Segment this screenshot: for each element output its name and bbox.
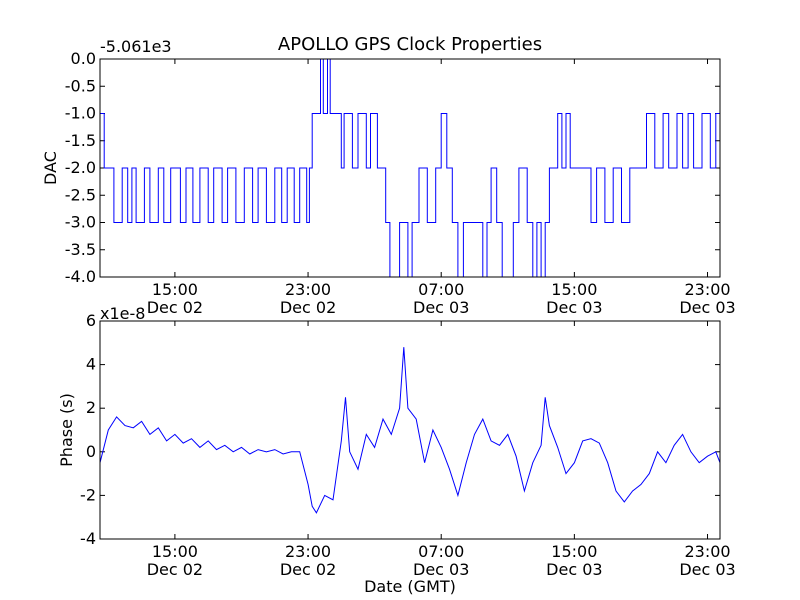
- dac-y-tick-label: -1.0: [65, 104, 96, 123]
- phase-series-line: [99, 347, 721, 514]
- phase-y-tick-label: 4: [86, 355, 96, 374]
- dac-panel: -5.061e3 DAC 0.0 -0.5 -1.0 -1.5 -2.0 -2.5 -3.0…: [41, 37, 736, 317]
- dac-y-tick-label: 0.0: [71, 49, 96, 68]
- dac-x-tick-time: 23:00: [684, 280, 730, 299]
- dac-y-tick-label: -0.5: [65, 76, 96, 95]
- dac-x-tick-time: 07:00: [418, 280, 464, 299]
- phase-x-tick-date: Dec 03: [679, 560, 735, 579]
- phase-plot-frame: [99, 320, 721, 540]
- phase-y-tick-label: 0: [86, 442, 96, 461]
- dac-y-tick-label: -3.0: [65, 213, 96, 232]
- phase-x-tick-time: 23:00: [285, 542, 331, 561]
- phase-x-tick-date: Dec 03: [546, 560, 602, 579]
- chart-title: APOLLO GPS Clock Properties: [278, 34, 542, 55]
- dac-y-tick-label: -3.5: [65, 240, 96, 259]
- dac-x-tick-time: 23:00: [285, 280, 331, 299]
- dac-y-axis-label: DAC: [41, 151, 60, 185]
- dac-y-tick-label: -4.0: [65, 267, 96, 286]
- dac-plot-frame: [99, 58, 721, 278]
- dac-x-tick-date: Dec 02: [147, 298, 203, 317]
- dac-x-tick-time: 15:00: [551, 280, 597, 299]
- dac-x-tick-date: Dec 03: [679, 298, 735, 317]
- dac-x-tick-time: 15:00: [152, 280, 198, 299]
- phase-panel: x1e-8 Phase (s) Date (GMT) 6 4 2 0 -2 -4 15:0…: [57, 304, 736, 596]
- phase-y-tick-label: 2: [86, 398, 96, 417]
- phase-y-tick-label: -4: [80, 529, 96, 548]
- phase-y-tick-label: 6: [86, 311, 96, 330]
- dac-x-tick-date: Dec 03: [413, 298, 469, 317]
- dac-y-tick-label: -1.5: [65, 131, 96, 150]
- phase-x-tick-time: 07:00: [418, 542, 464, 561]
- dac-x-tick-date: Dec 03: [546, 298, 602, 317]
- phase-x-tick-date: Dec 03: [413, 560, 469, 579]
- dac-x-tick-date: Dec 02: [280, 298, 336, 317]
- phase-x-tick-time: 15:00: [551, 542, 597, 561]
- phase-offset-text: x1e-8: [100, 304, 145, 323]
- phase-x-tick-time: 15:00: [152, 542, 198, 561]
- phase-x-tick-date: Dec 02: [147, 560, 203, 579]
- phase-x-tick-time: 23:00: [684, 542, 730, 561]
- phase-x-tick-date: Dec 02: [280, 560, 336, 579]
- dac-y-tick-label: -2.5: [65, 185, 96, 204]
- x-axis-label: Date (GMT): [364, 577, 456, 596]
- dac-y-ticks: 0.0 -0.5 -1.0 -1.5 -2.0 -2.5 -3.0 -3.5 -4.0: [65, 49, 720, 286]
- dac-offset-text: -5.061e3: [100, 37, 172, 56]
- phase-y-tick-label: -2: [80, 485, 96, 504]
- dac-y-tick-label: -2.0: [65, 158, 96, 177]
- phase-y-axis-label: Phase (s): [57, 393, 76, 467]
